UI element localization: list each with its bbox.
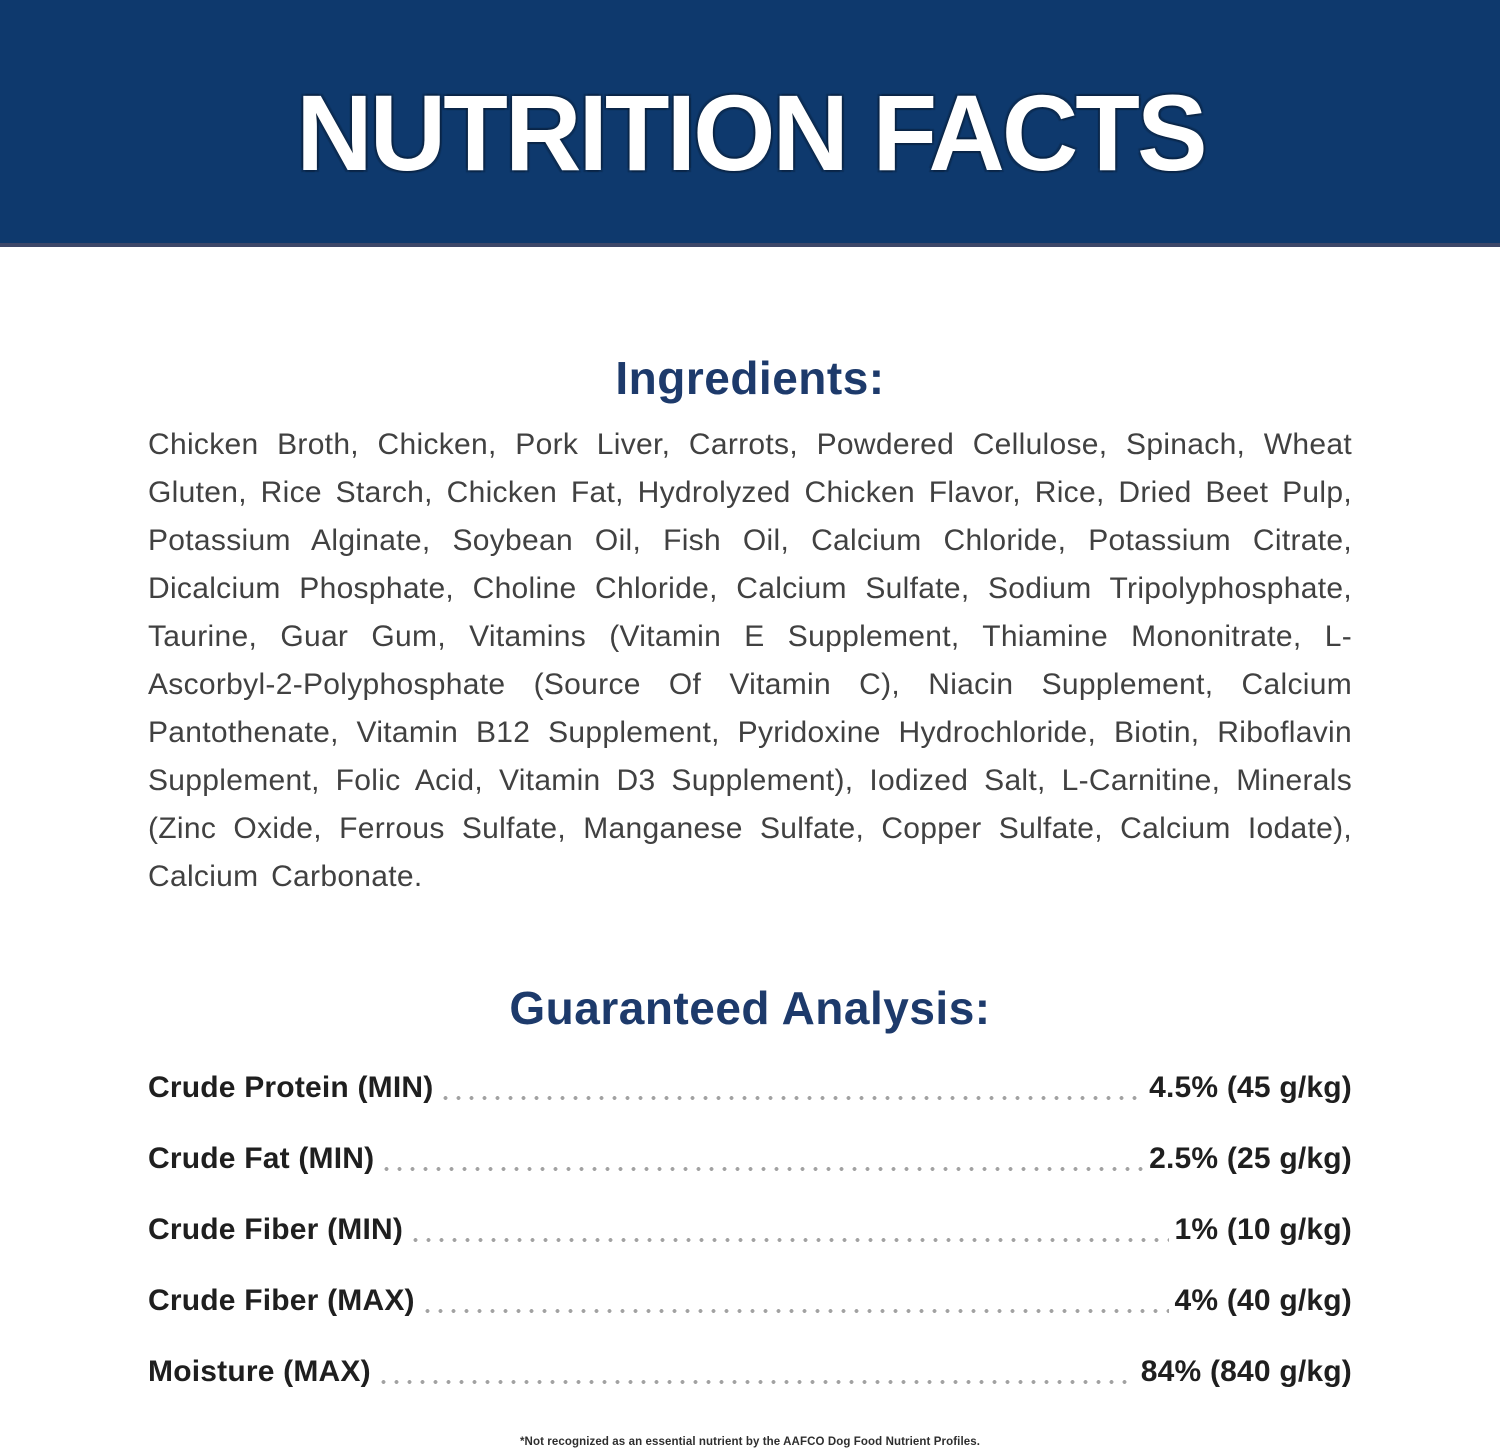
dotted-leader — [376, 1380, 1135, 1384]
guaranteed-analysis-table: Crude Protein (MIN) 4.5% (45 g/kg) Crude… — [148, 1071, 1352, 1389]
analysis-row-label: Crude Protein (MIN) — [148, 1071, 434, 1104]
analysis-row-value: 2.5% (25 g/kg) — [1149, 1142, 1352, 1175]
analysis-row-label: Crude Fiber (MIN) — [148, 1213, 404, 1246]
analysis-row-moisture-max: Moisture (MAX) 84% (840 g/kg) — [148, 1355, 1352, 1389]
ingredients-heading: Ingredients: — [615, 352, 885, 404]
guaranteed-analysis-section: Guaranteed Analysis: Crude Protein (MIN)… — [148, 981, 1352, 1389]
guaranteed-analysis-heading: Guaranteed Analysis: — [509, 982, 991, 1034]
analysis-row-crude-fiber-max: Crude Fiber (MAX) 4% (40 g/kg) — [148, 1284, 1352, 1318]
dotted-leader — [420, 1309, 1169, 1313]
analysis-row-label: Moisture (MAX) — [148, 1355, 371, 1388]
ingredients-text: Chicken Broth, Chicken, Pork Liver, Carr… — [148, 428, 1352, 893]
analysis-row-crude-fat-min: Crude Fat (MIN) 2.5% (25 g/kg) — [148, 1142, 1352, 1176]
analysis-row-value: 4.5% (45 g/kg) — [1149, 1071, 1352, 1104]
page-title: NUTRITION FACTS — [295, 72, 1207, 193]
dotted-leader — [439, 1096, 1144, 1100]
analysis-row-value: 84% (840 g/kg) — [1140, 1355, 1352, 1388]
footnote: *Not recognized as an essential nutrient… — [519, 1436, 981, 1448]
header-band: NUTRITION FACTS — [0, 0, 1500, 247]
analysis-row-crude-protein-min: Crude Protein (MIN) 4.5% (45 g/kg) — [148, 1071, 1352, 1105]
analysis-row-value: 4% (40 g/kg) — [1174, 1284, 1352, 1317]
label-content: Ingredients: Chicken Broth, Chicken, Por… — [0, 351, 1500, 1389]
ingredients-section: Ingredients: Chicken Broth, Chicken, Por… — [148, 351, 1352, 901]
analysis-row-crude-fiber-min: Crude Fiber (MIN) 1% (10 g/kg) — [148, 1213, 1352, 1247]
analysis-row-label: Crude Fat (MIN) — [148, 1142, 375, 1175]
dotted-leader — [409, 1238, 1169, 1242]
analysis-row-value: 1% (10 g/kg) — [1174, 1213, 1352, 1246]
dotted-leader — [380, 1167, 1144, 1171]
analysis-row-label: Crude Fiber (MAX) — [148, 1284, 415, 1317]
